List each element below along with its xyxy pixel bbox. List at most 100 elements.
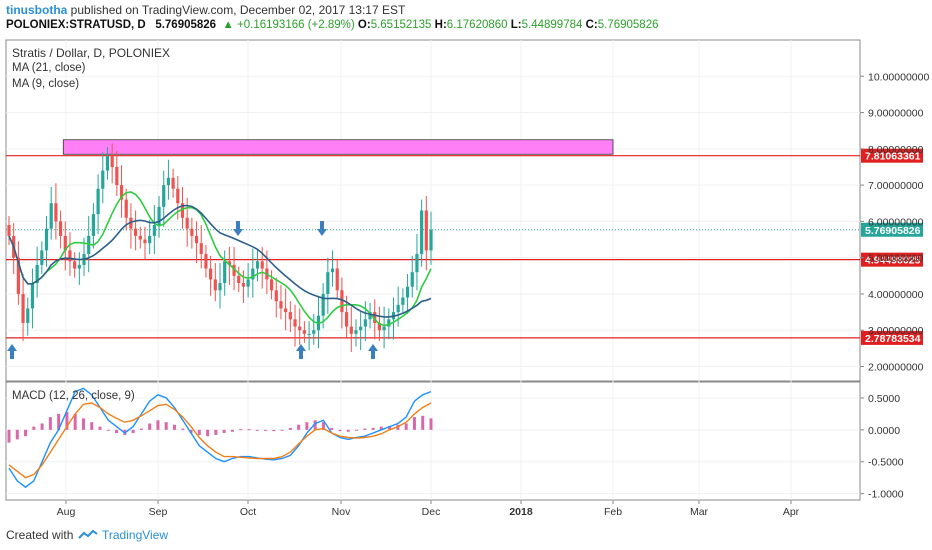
- x-tick-label: Aug: [57, 506, 76, 518]
- tradingview-logo-icon: [78, 529, 98, 539]
- macd-histogram-bar: [297, 424, 301, 430]
- candle-body: [368, 312, 372, 320]
- candle-body: [274, 290, 278, 302]
- candle-body: [227, 261, 231, 265]
- candle-body: [223, 261, 227, 284]
- y-tick-label: 10.00000000: [868, 71, 929, 83]
- macd-histogram-bar: [7, 429, 11, 443]
- candle-body: [410, 272, 414, 287]
- candle-body: [298, 326, 302, 331]
- y-tick-label: 9.00000000: [868, 108, 924, 120]
- candle-body: [101, 170, 105, 189]
- y-tick-label: 4.00000000: [868, 289, 924, 301]
- macd-histogram-bar: [15, 429, 19, 440]
- macd-histogram-bar: [239, 429, 243, 431]
- ohlc-bar: POLONIEX:STRATUSD, D 5.76905826 ▲ +0.161…: [6, 19, 659, 31]
- resistance-zone-rect: [62, 139, 614, 155]
- candle-body: [326, 272, 330, 294]
- tradingview-link[interactable]: TradingView: [102, 528, 169, 542]
- y-tick-label: 6.00000000: [868, 216, 924, 228]
- candle-body: [44, 228, 49, 251]
- high-value: 6.17620860: [446, 19, 508, 31]
- macd-histogram-bar: [305, 422, 309, 430]
- x-tick-label: Apr: [783, 506, 800, 518]
- last-price: 5.76905826: [155, 19, 217, 31]
- macd-histogram-bar: [131, 429, 135, 434]
- last-price-label: 5.76905826: [865, 225, 921, 237]
- resistance-zone: [62, 139, 614, 155]
- candle-body: [307, 333, 311, 335]
- macd-histogram-bar: [247, 429, 251, 431]
- candle-body: [152, 225, 156, 236]
- last-price-tag: [861, 222, 923, 237]
- symbol-label: POLONIEX:STRATUSD, D: [6, 19, 146, 31]
- macd-line: [8, 387, 432, 489]
- candles: [7, 143, 433, 352]
- macd-histogram-bar: [321, 422, 325, 430]
- macd-histogram-bar: [40, 423, 44, 430]
- macd-histogram-bar: [73, 413, 77, 430]
- macd-histogram-bar: [24, 429, 28, 437]
- macd-histogram-bar: [388, 426, 392, 430]
- candle-body: [209, 268, 213, 280]
- y-tick-label: 5.00000000: [868, 253, 924, 265]
- candle-body: [382, 326, 386, 331]
- candle-body: [180, 203, 185, 218]
- author-link[interactable]: tinusbotha: [6, 3, 68, 17]
- macd-histogram-bar: [115, 429, 119, 434]
- publish-info: tinusbotha published on TradingView.com,…: [6, 3, 405, 17]
- macd-histogram-bar: [330, 427, 334, 430]
- candle-body: [251, 268, 255, 280]
- macd-histogram-bar: [355, 429, 359, 431]
- candle-body: [30, 283, 35, 309]
- candle-body: [345, 312, 349, 327]
- candle-body: [373, 312, 377, 323]
- candle-body: [354, 330, 358, 334]
- candle-body: [190, 228, 194, 236]
- macd-pane-frame: [5, 381, 861, 501]
- candle-body: [260, 261, 264, 269]
- candle-body: [359, 326, 363, 331]
- candle-body: [105, 156, 110, 171]
- candle-body: [349, 326, 353, 334]
- candle-body: [185, 217, 189, 229]
- macd-histogram-bar: [404, 423, 408, 430]
- ma9-legend[interactable]: MA (9, close): [12, 78, 80, 90]
- macd-histogram-bar: [264, 429, 268, 431]
- price-chart[interactable]: 7.81063361 4.94498025 2.78783534 5.76905826…: [0, 0, 932, 520]
- arrow-up-icon: [7, 344, 17, 359]
- close-label: C:: [585, 19, 598, 31]
- open-value: 5.65152135: [370, 19, 432, 31]
- candle-body: [293, 319, 297, 327]
- candle-body: [157, 206, 161, 226]
- arrow-down-icon: [317, 221, 327, 236]
- chart-title: Stratis / Dollar, D, POLONIEX: [12, 46, 171, 60]
- candle-body: [420, 210, 424, 255]
- price-level-label: 4.94498025: [865, 255, 921, 267]
- chart-grid: [5, 39, 861, 501]
- candle-body: [40, 250, 44, 265]
- x-tick-label: Sep: [149, 506, 168, 518]
- macd-histogram-bar: [288, 427, 292, 430]
- macd-y-tick-label: 0.0000: [868, 425, 900, 437]
- candle-body: [405, 286, 410, 298]
- candle-body: [54, 203, 58, 222]
- signal-line: [8, 402, 432, 479]
- ma21-legend[interactable]: MA (21, close): [12, 62, 86, 74]
- candle-body: [279, 301, 283, 309]
- candle-body: [269, 279, 274, 291]
- y-tick-label: 7.00000000: [868, 180, 924, 192]
- macd-histogram-bar: [189, 429, 193, 434]
- candle-body: [119, 185, 124, 200]
- arrow-up-icon: [296, 344, 306, 359]
- candle-body: [162, 185, 166, 207]
- macd-histogram-bar: [81, 418, 85, 430]
- candle-body: [312, 330, 316, 334]
- candle-body: [91, 214, 95, 236]
- macd-legend[interactable]: MACD (12, 26, close, 9): [12, 390, 135, 402]
- candle-body: [377, 322, 382, 331]
- candle-body: [218, 283, 222, 291]
- macd-histogram-bar: [65, 411, 69, 430]
- macd-histogram-bar: [90, 422, 94, 430]
- candle-body: [7, 225, 11, 236]
